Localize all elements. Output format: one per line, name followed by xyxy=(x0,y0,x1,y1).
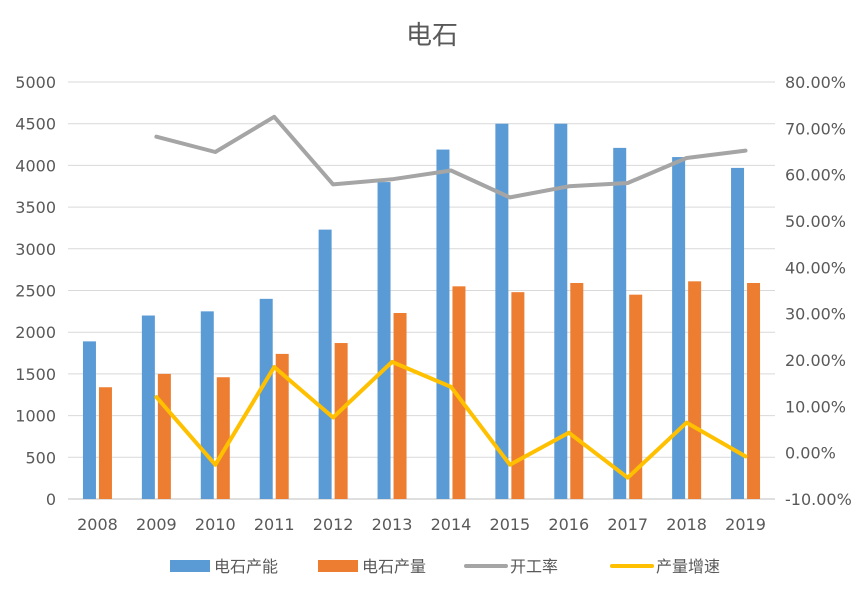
bar-电石产量 xyxy=(216,377,230,499)
legend-swatch xyxy=(318,560,358,572)
left-axis-tick-label: 2500 xyxy=(15,282,56,301)
x-axis-tick-label: 2008 xyxy=(77,515,118,534)
right-axis-tick-label: 10.00% xyxy=(785,397,846,416)
right-axis-tick-label: 40.00% xyxy=(785,258,846,277)
x-axis-tick-label: 2011 xyxy=(254,515,295,534)
bar-电石产量 xyxy=(511,292,525,499)
legend-label: 产量增速 xyxy=(656,557,720,576)
right-axis-tick-label: 20.00% xyxy=(785,351,846,370)
left-axis-tick-label: 4000 xyxy=(15,156,56,175)
left-axis-tick-label: 500 xyxy=(25,448,56,467)
line-开工率 xyxy=(154,114,748,200)
right-axis-tick-label: 50.00% xyxy=(785,212,846,231)
bar-电石产能 xyxy=(200,311,214,499)
left-axis-tick-label: 3500 xyxy=(15,198,56,217)
bar-电石产量 xyxy=(570,282,584,499)
bar-电石产能 xyxy=(377,182,391,499)
left-axis-tick-label: 3000 xyxy=(15,240,56,259)
x-axis-tick-label: 2015 xyxy=(490,515,531,534)
gridlines xyxy=(68,81,775,500)
bars xyxy=(82,123,761,500)
bar-电石产能 xyxy=(318,229,332,500)
bar-电石产量 xyxy=(688,281,702,499)
x-axis-tick-label: 2009 xyxy=(136,515,177,534)
legend: 电石产能 电石产量 开工率 产量增速 xyxy=(170,557,720,576)
bar-电石产量 xyxy=(747,282,761,499)
bar-电石产能 xyxy=(259,298,273,499)
bar-电石产量 xyxy=(452,286,466,499)
x-axis-tick-label: 2010 xyxy=(195,515,236,534)
left-axis-tick-label: 1000 xyxy=(15,407,56,426)
chart-title: 电石 xyxy=(406,21,458,51)
x-axis-tick-label: 2014 xyxy=(431,515,472,534)
legend-label: 电石产量 xyxy=(362,557,426,576)
bar-电石产量 xyxy=(275,353,289,499)
legend-label: 电石产能 xyxy=(214,557,278,576)
left-axis-tick-label: 5000 xyxy=(15,73,56,92)
x-axis-tick-label: 2017 xyxy=(607,515,648,534)
right-axis-tick-label: 60.00% xyxy=(785,166,846,185)
bar-电石产能 xyxy=(672,157,686,499)
legend-label: 开工率 xyxy=(510,557,558,576)
x-axis-tick-label: 2016 xyxy=(548,515,589,534)
x-axis-ticks: 2008 2009 2010 2011 2012 2013 2014 2015 2016 2017… xyxy=(77,515,766,534)
x-axis-tick-label: 2019 xyxy=(725,515,766,534)
x-axis-tick-label: 2012 xyxy=(313,515,354,534)
right-axis-tick-label: -10.00% xyxy=(785,490,852,509)
right-axis-tick-label: 70.00% xyxy=(785,119,846,138)
bar-电石产能 xyxy=(436,149,450,499)
bar-电石产量 xyxy=(393,313,407,499)
line-产量增速 xyxy=(154,359,748,480)
bar-电石产能 xyxy=(613,147,627,500)
bar-电石产能 xyxy=(731,167,745,500)
lines xyxy=(154,114,748,480)
bar-电石产能 xyxy=(495,123,509,499)
left-axis-tick-label: 2000 xyxy=(15,323,56,342)
bar-电石产量 xyxy=(157,373,171,499)
right-axis-tick-label: 30.00% xyxy=(785,305,846,324)
legend-swatch xyxy=(170,560,210,572)
right-axis-tick-label: 80.00% xyxy=(785,73,846,92)
x-axis-tick-label: 2013 xyxy=(372,515,413,534)
x-axis-tick-label: 2018 xyxy=(666,515,707,534)
left-axis-ticks: 0 500 1000 1500 2000 2500 3000 3500 4000 4500 5000 xyxy=(15,73,56,509)
left-axis-tick-label: 1500 xyxy=(15,365,56,384)
left-axis-tick-label: 4500 xyxy=(15,115,56,134)
bar-电石产量 xyxy=(334,343,348,499)
bar-电石产能 xyxy=(82,341,96,499)
right-axis-ticks: -10.00% 0.00% 10.00% 20.00% 30.00% 40.00% 50.0… xyxy=(785,73,852,509)
left-axis-tick-label: 0 xyxy=(46,490,56,509)
bar-电石产量 xyxy=(98,387,112,499)
bar-电石产能 xyxy=(141,315,155,499)
bar-电石产能 xyxy=(554,123,568,499)
bar-电石产量 xyxy=(629,294,643,499)
right-axis-tick-label: 0.00% xyxy=(785,444,836,463)
